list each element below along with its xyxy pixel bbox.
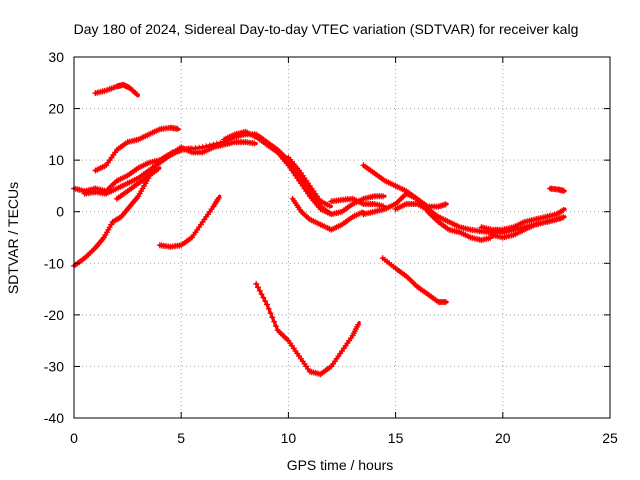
data-point bbox=[255, 284, 261, 291]
x-tick-label: 10 bbox=[281, 430, 297, 446]
series-arc-05 bbox=[81, 147, 183, 197]
y-tick-label: 20 bbox=[48, 101, 64, 117]
series-arc-19 bbox=[489, 216, 558, 241]
x-tick-label: 25 bbox=[602, 430, 618, 446]
axis-ticks: 0 5 10 15 20 25 -40 -30 -20 -10 0 10 20 30 bbox=[44, 49, 618, 446]
data-point bbox=[251, 140, 258, 147]
series-line bbox=[254, 282, 361, 376]
data-point bbox=[260, 294, 267, 301]
data-point bbox=[380, 193, 387, 200]
series-arc-15 bbox=[360, 190, 449, 218]
x-tick-label: 5 bbox=[177, 430, 185, 446]
data-point bbox=[203, 143, 210, 150]
data-point bbox=[355, 321, 362, 328]
series-arc-11 bbox=[289, 195, 365, 233]
x-tick-label: 20 bbox=[495, 430, 511, 446]
data-point bbox=[155, 166, 161, 173]
series-arc-20 bbox=[547, 185, 567, 194]
data-point bbox=[213, 140, 220, 147]
series-arc-17 bbox=[379, 255, 449, 305]
data-point bbox=[271, 318, 278, 325]
series-arc-02 bbox=[92, 124, 181, 174]
data-point bbox=[272, 323, 279, 329]
data-point bbox=[269, 314, 276, 321]
data-point bbox=[206, 142, 213, 149]
data-point bbox=[560, 187, 567, 194]
series-arc-08 bbox=[178, 131, 387, 218]
data-point bbox=[174, 125, 181, 132]
data-point bbox=[210, 141, 217, 148]
series-arc-07 bbox=[156, 194, 222, 250]
data-point bbox=[442, 201, 449, 208]
y-tick-label: -10 bbox=[44, 255, 64, 271]
grid bbox=[74, 57, 610, 418]
data-point bbox=[560, 214, 567, 221]
data-point bbox=[253, 280, 260, 287]
y-tick-label: -20 bbox=[44, 307, 64, 323]
series-arc-01 bbox=[92, 81, 140, 98]
data-point bbox=[217, 140, 224, 146]
data-point bbox=[264, 301, 270, 308]
data-point bbox=[442, 299, 449, 305]
data-point bbox=[215, 195, 222, 201]
y-tick-label: -30 bbox=[44, 358, 64, 374]
data-point bbox=[258, 291, 265, 298]
series-arc-18 bbox=[478, 207, 567, 233]
chart-title: Day 180 of 2024, Sidereal Day-to-day VTE… bbox=[74, 21, 579, 37]
data-point bbox=[551, 216, 558, 223]
plot-frame bbox=[73, 56, 611, 419]
y-tick-label: -40 bbox=[44, 410, 64, 426]
data-point bbox=[256, 287, 263, 294]
data-point bbox=[265, 305, 272, 312]
data-point bbox=[262, 298, 269, 305]
x-tick-label: 0 bbox=[70, 430, 78, 446]
y-tick-label: 30 bbox=[48, 49, 64, 65]
data-point bbox=[326, 210, 333, 217]
series-arc-06 bbox=[113, 166, 162, 202]
series-arc-13 bbox=[253, 280, 362, 378]
data-point bbox=[560, 207, 567, 213]
series-arc-03 bbox=[71, 145, 194, 269]
y-axis-label: SDTVAR / TECUs bbox=[5, 182, 21, 294]
x-axis-label: GPS time / hours bbox=[287, 457, 394, 473]
data-point bbox=[326, 202, 333, 209]
series-arc-10 bbox=[285, 154, 333, 209]
series-arc-09 bbox=[221, 128, 333, 217]
x-tick-label: 15 bbox=[388, 430, 404, 446]
data-point bbox=[267, 310, 274, 317]
data-series bbox=[71, 81, 567, 378]
y-tick-label: 10 bbox=[48, 152, 64, 168]
y-tick-label: 0 bbox=[56, 204, 64, 220]
data-point bbox=[133, 91, 140, 98]
data-point bbox=[199, 144, 206, 151]
